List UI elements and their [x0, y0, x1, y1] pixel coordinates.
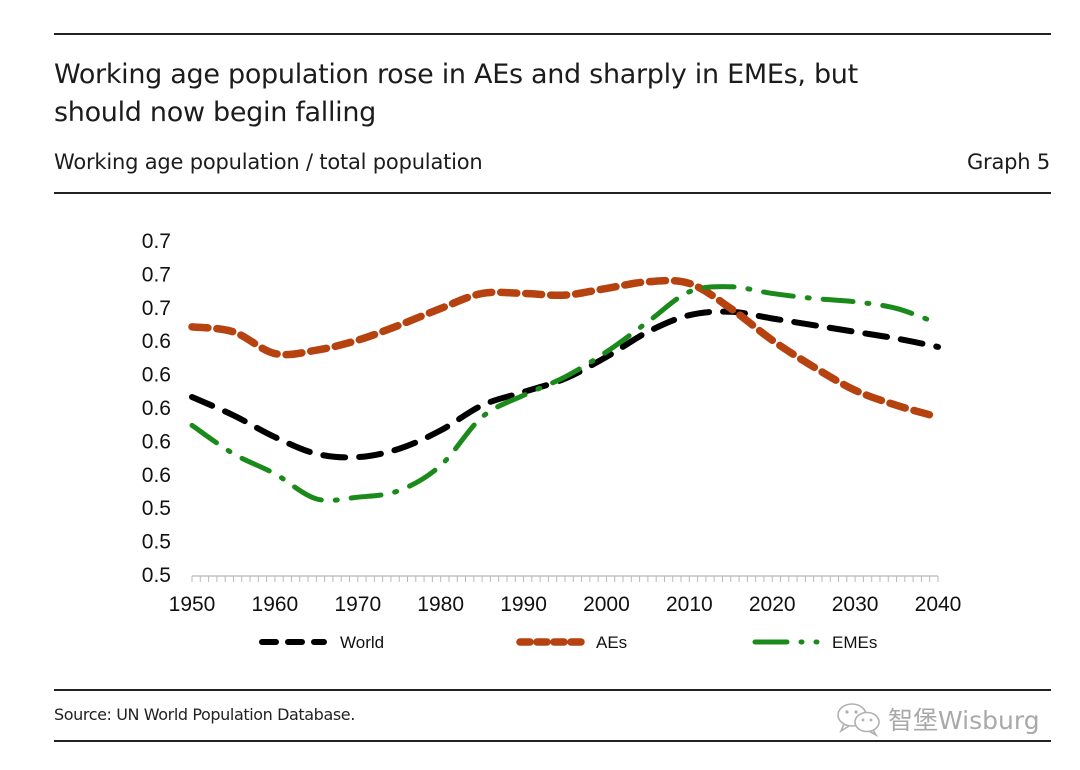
y-tick-label: 0.6	[142, 330, 171, 353]
y-tick-label: 0.6	[142, 464, 171, 487]
y-tick-label: 0.5	[142, 497, 171, 520]
x-tick-label: 1960	[252, 593, 299, 616]
y-tick-label: 0.5	[142, 564, 171, 587]
watermark-text: 智堡Wisburg	[888, 706, 1040, 735]
x-tick-label: 2040	[915, 593, 962, 616]
y-tick-label: 0.7	[142, 297, 171, 320]
y-tick-label: 0.6	[142, 364, 171, 387]
legend-item-world: World	[259, 633, 384, 652]
y-tick-label: 0.7	[142, 230, 171, 253]
legend-label: EMEs	[832, 633, 877, 652]
graph-number: Graph 5	[966, 150, 1050, 174]
series-lines	[188, 276, 942, 503]
legend-item-aes: AEs	[516, 633, 627, 652]
legend: World AEs EMEs	[259, 633, 877, 652]
x-axis: 1950 1960 1970 1980 1990 2000 2010 2020 2030 2040	[169, 575, 962, 616]
x-tick-label: 1980	[417, 593, 464, 616]
y-tick-label: 0.5	[142, 531, 171, 554]
series-line-world	[189, 308, 941, 461]
footer-rule-bottom	[54, 740, 1051, 742]
legend-item-emes: EMEs	[752, 633, 877, 652]
series-line-aes	[188, 276, 942, 421]
series-line-emes	[189, 284, 941, 503]
y-tick-label: 0.6	[142, 430, 171, 453]
y-axis: 0.7 0.7 0.7 0.6 0.6 0.6 0.6 0.6 0.5 0.5 0.5	[142, 230, 171, 587]
y-tick-label: 0.6	[142, 397, 171, 420]
legend-label: AEs	[596, 633, 627, 652]
header-rule	[54, 192, 1051, 194]
x-tick-label: 1950	[169, 593, 216, 616]
top-rule	[54, 33, 1051, 35]
footer-rule-top	[54, 689, 1051, 691]
chart-title-line-2: should now begin falling	[54, 97, 377, 128]
chart-title-line-1: Working age population rose in AEs and s…	[54, 59, 858, 90]
x-tick-label: 1970	[334, 593, 381, 616]
source-note: Source: UN World Population Database.	[54, 705, 355, 724]
watermark: 智堡Wisburg	[836, 701, 1040, 737]
chart-title: Working age population rose in AEs and s…	[54, 56, 954, 132]
y-tick-label: 0.7	[142, 263, 171, 286]
legend-label: World	[340, 633, 384, 652]
line-chart: 0.70.70.70.60.60.60.60.60.50.50.5 1950 19…	[142, 230, 962, 652]
wechat-icon	[837, 703, 880, 737]
x-tick-label: 1990	[500, 593, 547, 616]
x-tick-label: 2030	[832, 593, 879, 616]
x-tick-label: 2010	[666, 593, 713, 616]
x-tick-label: 2000	[583, 593, 630, 616]
chart-subtitle: Working age population / total populatio…	[54, 150, 483, 174]
x-tick-label: 2020	[749, 593, 796, 616]
